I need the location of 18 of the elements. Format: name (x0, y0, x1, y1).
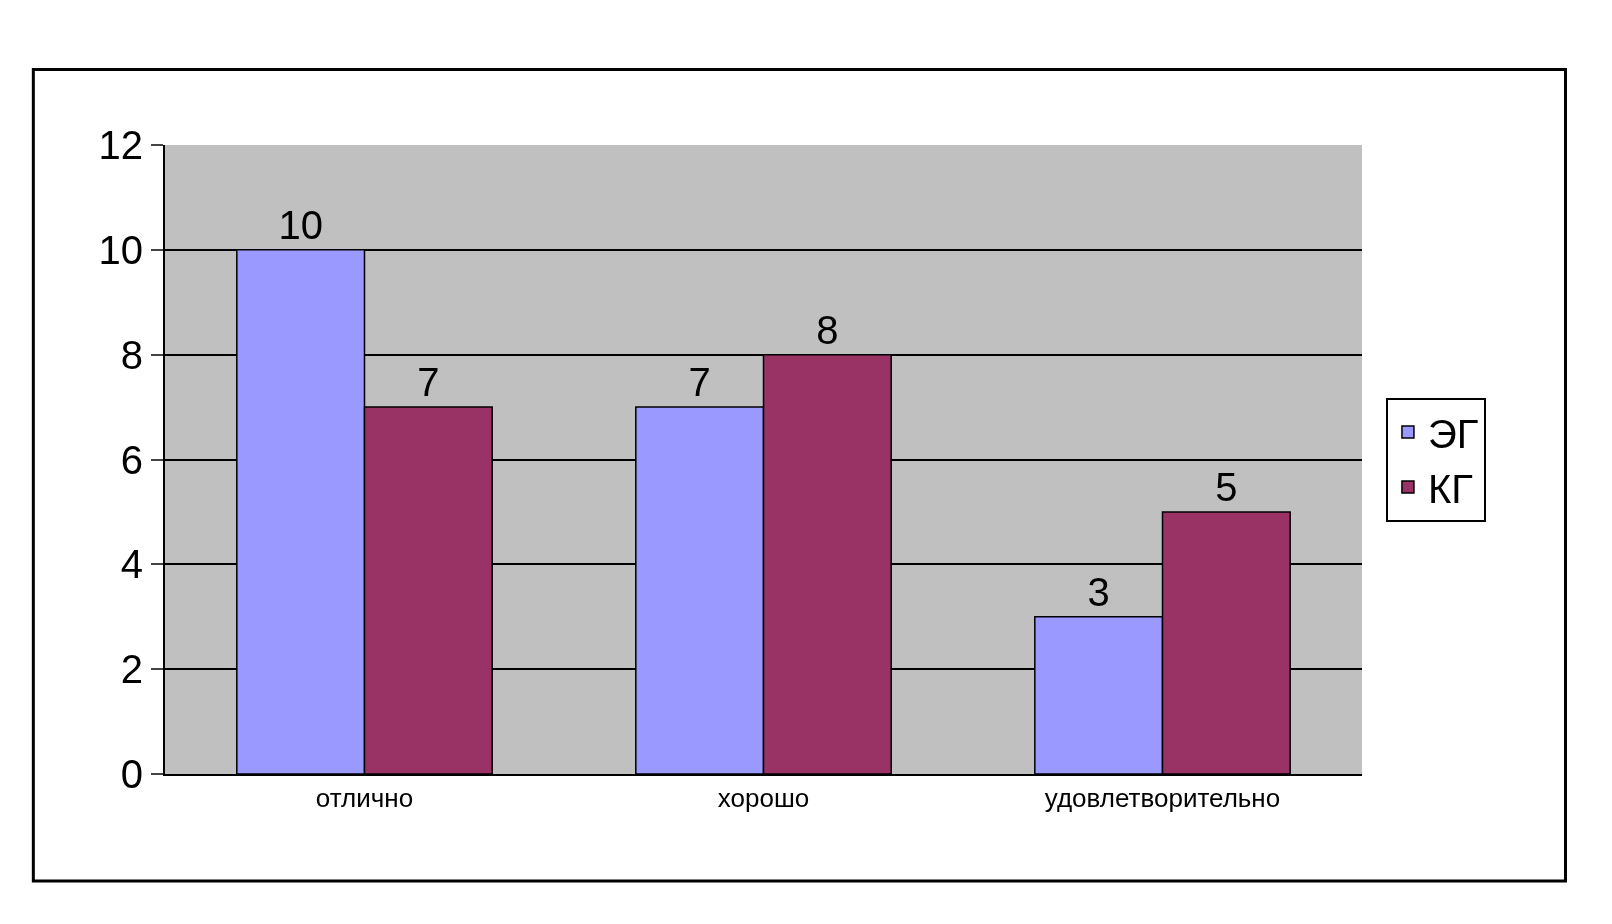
data-label: 7 (417, 360, 440, 405)
x-tick-label: удовлетворительно (1044, 783, 1281, 814)
y-tick-label: 12 (98, 123, 143, 167)
y-tick-label: 2 (120, 647, 143, 692)
data-label: 5 (1215, 464, 1238, 509)
legend-label: КГ (1427, 466, 1473, 511)
x-tick-label: отлично (315, 783, 414, 814)
y-tick-label: 8 (120, 332, 143, 377)
data-label: 7 (688, 360, 711, 405)
x-tick-label: хорошо (717, 783, 810, 814)
data-label: 10 (278, 202, 323, 247)
y-tick-label: 0 (120, 752, 143, 796)
data-label: 8 (816, 307, 839, 352)
y-tick-label: 10 (98, 227, 143, 272)
legend-label: ЭГ (1427, 411, 1479, 456)
y-tick-label: 4 (120, 542, 143, 587)
data-label: 3 (1087, 569, 1110, 614)
y-tick-label: 6 (120, 437, 143, 482)
